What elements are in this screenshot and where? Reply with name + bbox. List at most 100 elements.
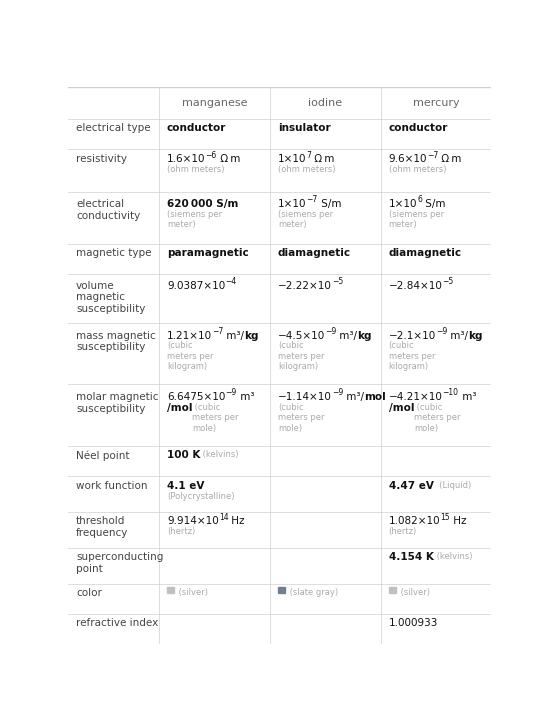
Bar xyxy=(389,587,396,593)
Text: (Polycrystalline): (Polycrystalline) xyxy=(167,492,234,501)
Text: −4.5×10: −4.5×10 xyxy=(278,331,325,340)
Text: conductor: conductor xyxy=(389,122,448,132)
Text: −9: −9 xyxy=(436,327,447,336)
Text: iodine: iodine xyxy=(308,98,342,108)
Text: (cubic
meters per
mole): (cubic meters per mole) xyxy=(193,403,239,433)
Text: −9: −9 xyxy=(332,388,343,397)
Text: (hertz): (hertz) xyxy=(167,527,195,536)
Text: S/m: S/m xyxy=(318,199,341,209)
Text: electrical type: electrical type xyxy=(76,122,151,132)
Text: Ω m: Ω m xyxy=(438,154,462,164)
Text: 1.21×10: 1.21×10 xyxy=(167,331,212,340)
Text: m³/: m³/ xyxy=(223,331,245,340)
Text: (cubic
meters per
mole): (cubic meters per mole) xyxy=(414,403,461,433)
Text: −5: −5 xyxy=(443,277,454,286)
Text: −7: −7 xyxy=(306,195,318,204)
Text: −4: −4 xyxy=(225,277,236,286)
Text: 1×10: 1×10 xyxy=(389,199,417,209)
Text: mass magnetic
susceptibility: mass magnetic susceptibility xyxy=(76,331,156,352)
Text: −4.21×10: −4.21×10 xyxy=(389,392,443,402)
Text: superconducting
point: superconducting point xyxy=(76,552,163,574)
Text: (ohm meters): (ohm meters) xyxy=(167,165,224,174)
Text: (cubic
meters per
kilogram): (cubic meters per kilogram) xyxy=(389,342,435,371)
Text: (kelvins): (kelvins) xyxy=(434,552,472,562)
Text: m³: m³ xyxy=(459,392,476,402)
Text: (silver): (silver) xyxy=(176,588,208,597)
Bar xyxy=(278,587,285,593)
Text: (hertz): (hertz) xyxy=(389,527,417,536)
Text: mercury: mercury xyxy=(413,98,460,108)
Text: 1×10: 1×10 xyxy=(278,154,306,164)
Text: m³/: m³/ xyxy=(343,392,364,402)
Text: (silver): (silver) xyxy=(398,588,430,597)
Text: −2.22×10: −2.22×10 xyxy=(278,281,332,290)
Text: Ω m: Ω m xyxy=(311,154,335,164)
Text: 6.6475×10: 6.6475×10 xyxy=(167,392,225,402)
Text: refractive index: refractive index xyxy=(76,618,158,628)
Text: (ohm meters): (ohm meters) xyxy=(389,165,446,174)
Text: −10: −10 xyxy=(443,388,459,397)
Text: conductor: conductor xyxy=(167,122,227,132)
Text: 4.154 K: 4.154 K xyxy=(389,552,434,563)
Text: Hz: Hz xyxy=(450,516,466,526)
Text: kg: kg xyxy=(245,331,259,340)
Text: (Liquid): (Liquid) xyxy=(434,481,471,490)
Text: −9: −9 xyxy=(325,327,336,336)
Text: (cubic
meters per
kilogram): (cubic meters per kilogram) xyxy=(278,342,324,371)
Text: Hz: Hz xyxy=(228,516,245,526)
Text: 1.000933: 1.000933 xyxy=(389,618,438,628)
Text: volume
magnetic
susceptibility: volume magnetic susceptibility xyxy=(76,281,145,313)
Text: 14: 14 xyxy=(219,513,228,522)
Text: work function: work function xyxy=(76,481,147,491)
Text: (siemens per
meter): (siemens per meter) xyxy=(389,210,444,230)
Text: −9: −9 xyxy=(225,388,236,397)
Text: S/m: S/m xyxy=(422,199,446,209)
Text: electrical
conductivity: electrical conductivity xyxy=(76,199,140,221)
Text: Néel point: Néel point xyxy=(76,450,129,460)
Text: 9.0387×10: 9.0387×10 xyxy=(167,281,225,290)
Text: 1.082×10: 1.082×10 xyxy=(389,516,440,526)
Text: (siemens per
meter): (siemens per meter) xyxy=(167,210,222,230)
Text: 4.47 eV: 4.47 eV xyxy=(389,481,434,491)
Text: diamagnetic: diamagnetic xyxy=(389,248,462,258)
Text: resistivity: resistivity xyxy=(76,154,127,164)
Text: m³/: m³/ xyxy=(336,331,357,340)
Text: diamagnetic: diamagnetic xyxy=(278,248,351,258)
Text: (cubic
meters per
mole): (cubic meters per mole) xyxy=(278,403,324,433)
Text: −2.1×10: −2.1×10 xyxy=(389,331,436,340)
Text: (slate gray): (slate gray) xyxy=(287,588,339,597)
Text: −7: −7 xyxy=(212,327,223,336)
Text: 4.1 eV: 4.1 eV xyxy=(167,481,204,491)
Text: m³/: m³/ xyxy=(447,331,468,340)
Text: molar magnetic
susceptibility: molar magnetic susceptibility xyxy=(76,392,158,413)
Text: −2.84×10: −2.84×10 xyxy=(389,281,443,290)
Text: mol: mol xyxy=(364,392,385,402)
Text: 6: 6 xyxy=(417,195,422,204)
Text: (siemens per
meter): (siemens per meter) xyxy=(278,210,333,230)
Text: kg: kg xyxy=(468,331,483,340)
Text: −7: −7 xyxy=(427,151,438,160)
Text: /mol: /mol xyxy=(167,403,193,413)
Text: paramagnetic: paramagnetic xyxy=(167,248,249,258)
Text: −1.14×10: −1.14×10 xyxy=(278,392,332,402)
Text: −5: −5 xyxy=(332,277,343,286)
Text: color: color xyxy=(76,588,102,598)
Text: 620 000 S/m: 620 000 S/m xyxy=(167,199,239,209)
Text: (kelvins): (kelvins) xyxy=(200,450,239,459)
Text: (cubic
meters per
kilogram): (cubic meters per kilogram) xyxy=(167,342,213,371)
Text: threshold
frequency: threshold frequency xyxy=(76,516,128,538)
Text: 9.914×10: 9.914×10 xyxy=(167,516,219,526)
Text: kg: kg xyxy=(357,331,372,340)
Text: m³: m³ xyxy=(236,392,254,402)
Text: magnetic type: magnetic type xyxy=(76,248,151,258)
Text: 1.6×10: 1.6×10 xyxy=(167,154,205,164)
Text: manganese: manganese xyxy=(182,98,247,108)
Text: /mol: /mol xyxy=(389,403,414,413)
Text: insulator: insulator xyxy=(278,122,330,132)
Text: 15: 15 xyxy=(440,513,450,522)
Text: −6: −6 xyxy=(205,151,217,160)
Bar xyxy=(167,587,174,593)
Text: 9.6×10: 9.6×10 xyxy=(389,154,427,164)
Text: 100 K: 100 K xyxy=(167,450,200,460)
Text: 7: 7 xyxy=(306,151,311,160)
